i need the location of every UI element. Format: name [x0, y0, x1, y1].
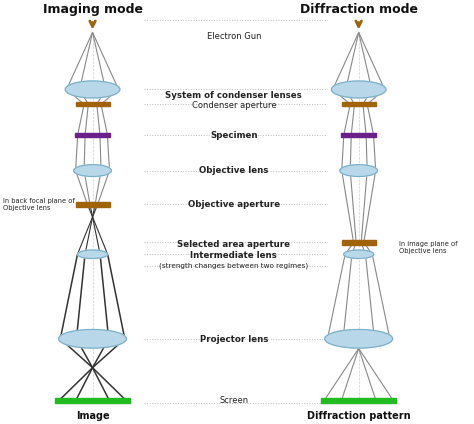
Text: Selected area aperture: Selected area aperture — [177, 240, 291, 249]
Text: Condenser aperture: Condenser aperture — [191, 101, 276, 110]
Text: Intermediate lens: Intermediate lens — [191, 251, 277, 259]
Bar — [321, 398, 396, 403]
Text: System of condenser lenses: System of condenser lenses — [165, 91, 302, 100]
Text: Objective aperture: Objective aperture — [188, 200, 280, 209]
Ellipse shape — [344, 250, 374, 259]
Text: In image plane of
Objective lens: In image plane of Objective lens — [399, 241, 457, 254]
Bar — [75, 102, 109, 106]
Bar — [342, 102, 376, 106]
Ellipse shape — [340, 165, 377, 176]
Bar — [75, 133, 110, 137]
Ellipse shape — [331, 81, 386, 98]
Text: Screen: Screen — [219, 396, 248, 404]
Ellipse shape — [59, 329, 127, 348]
Text: Image: Image — [76, 411, 109, 421]
Text: (strength changes between two regimes): (strength changes between two regimes) — [159, 263, 309, 269]
Text: Electron Gun: Electron Gun — [207, 32, 261, 41]
Ellipse shape — [325, 329, 392, 348]
Bar — [55, 398, 130, 403]
Bar — [75, 202, 109, 206]
Text: Diffraction pattern: Diffraction pattern — [307, 411, 410, 421]
Text: Imaging mode: Imaging mode — [43, 3, 143, 16]
Text: Objective lens: Objective lens — [199, 166, 269, 175]
Bar — [341, 133, 376, 137]
Ellipse shape — [77, 250, 108, 259]
Text: In back focal plane of
Objective lens: In back focal plane of Objective lens — [3, 198, 75, 211]
Text: Diffraction mode: Diffraction mode — [300, 3, 418, 16]
Bar — [342, 240, 376, 245]
Text: Specimen: Specimen — [210, 131, 257, 140]
Ellipse shape — [74, 165, 111, 176]
Text: Projector lens: Projector lens — [200, 335, 268, 344]
Ellipse shape — [65, 81, 120, 98]
